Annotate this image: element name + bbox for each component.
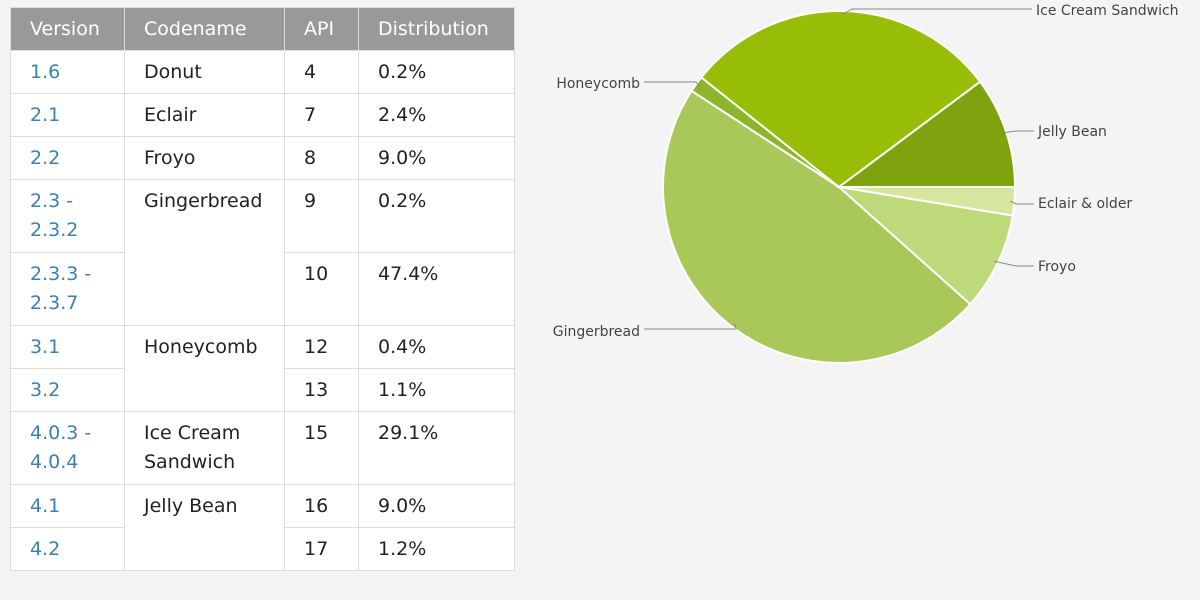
pie-slice-froyo[interactable] <box>835 185 1014 306</box>
codename-cell: Gingerbread <box>124 179 285 326</box>
leader-line-ice-cream-sandwich <box>841 8 1032 16</box>
version-cell[interactable]: 2.3.3 - 2.3.7 <box>10 252 125 326</box>
api-cell: 4 <box>284 50 359 94</box>
table-row: 2.3.3 - 2.3.7 10 47.4% <box>10 252 515 326</box>
api-cell: 17 <box>284 527 359 571</box>
distribution-cell: 0.4% <box>358 325 515 369</box>
distribution-cell: 1.1% <box>358 368 515 412</box>
version-cell[interactable]: 3.2 <box>10 368 125 412</box>
version-cell[interactable]: 4.2 <box>10 527 125 571</box>
version-cell[interactable]: 4.1 <box>10 484 125 528</box>
codename-cell: Honeycomb <box>124 325 285 412</box>
distribution-cell: 1.2% <box>358 527 515 571</box>
version-cell[interactable]: 2.2 <box>10 136 125 180</box>
distribution-cell: 9.0% <box>358 484 515 528</box>
pie-label-froyo: Froyo <box>1038 259 1076 275</box>
pie-label-honeycomb: Honeycomb <box>556 76 640 92</box>
pie-slice-gingerbread[interactable] <box>662 89 972 364</box>
table-row: 2.3 - 2.3.2 Gingerbread 9 0.2% <box>10 179 515 326</box>
version-cell[interactable]: 1.6 <box>10 50 125 94</box>
distribution-cell: 0.2% <box>358 179 515 253</box>
table-header-row: Version Codename API Distribution <box>10 7 515 51</box>
pie-label-gingerbread: Gingerbread <box>553 324 640 340</box>
api-cell: 8 <box>284 136 359 180</box>
api-cell: 7 <box>284 93 359 137</box>
pie-label-ice-cream-sandwich: Ice Cream Sandwich <box>1036 3 1179 19</box>
header-distribution: Distribution <box>358 7 515 51</box>
version-cell[interactable]: 4.0.3 - 4.0.4 <box>10 411 125 485</box>
api-cell: 16 <box>284 484 359 528</box>
header-version: Version <box>10 7 125 51</box>
codename-cell: Jelly Bean <box>124 484 285 571</box>
leader-line-froyo <box>994 260 1034 267</box>
leader-line-gingerbread <box>644 323 737 330</box>
leader-line-eclair-older <box>1010 200 1034 205</box>
table-row: 2.2 Froyo 8 9.0% <box>10 136 515 180</box>
codename-cell: Donut <box>124 50 285 94</box>
api-cell: 10 <box>284 252 359 326</box>
table-row: 4.0.3 - 4.0.4 Ice Cream Sandwich 15 29.1… <box>10 411 515 485</box>
distribution-table: Version Codename API Distribution 1.6 Do… <box>10 7 515 571</box>
pie-label-jelly-bean: Jelly Bean <box>1037 124 1107 140</box>
table-row: 4.2 17 1.2% <box>10 527 515 571</box>
codename-cell: Froyo <box>124 136 285 180</box>
api-cell: 15 <box>284 411 359 485</box>
pie-label-eclair-older: Eclair & older <box>1038 196 1132 212</box>
leader-line-honeycomb <box>644 81 700 87</box>
distribution-cell: 9.0% <box>358 136 515 180</box>
codename-cell: Ice Cream Sandwich <box>124 411 285 485</box>
table-row: 1.6 Donut 4 0.2% <box>10 50 515 94</box>
pie-slice-jelly-bean[interactable] <box>835 80 1017 188</box>
api-cell: 9 <box>284 179 359 253</box>
distribution-cell: 2.4% <box>358 93 515 137</box>
pie-slice-ice-cream-sandwich[interactable] <box>699 10 982 189</box>
distribution-cell: 29.1% <box>358 411 515 485</box>
distribution-cell: 0.2% <box>358 50 515 94</box>
table-row: 4.1 Jelly Bean 16 9.0% <box>10 484 515 571</box>
table-row: 2.1 Eclair 7 2.4% <box>10 93 515 137</box>
version-cell[interactable]: 2.1 <box>10 93 125 137</box>
leader-line-jelly-bean <box>1002 130 1034 134</box>
distribution-cell: 47.4% <box>358 252 515 326</box>
codename-cell: Eclair <box>124 93 285 137</box>
table-row: 3.2 13 1.1% <box>10 368 515 412</box>
